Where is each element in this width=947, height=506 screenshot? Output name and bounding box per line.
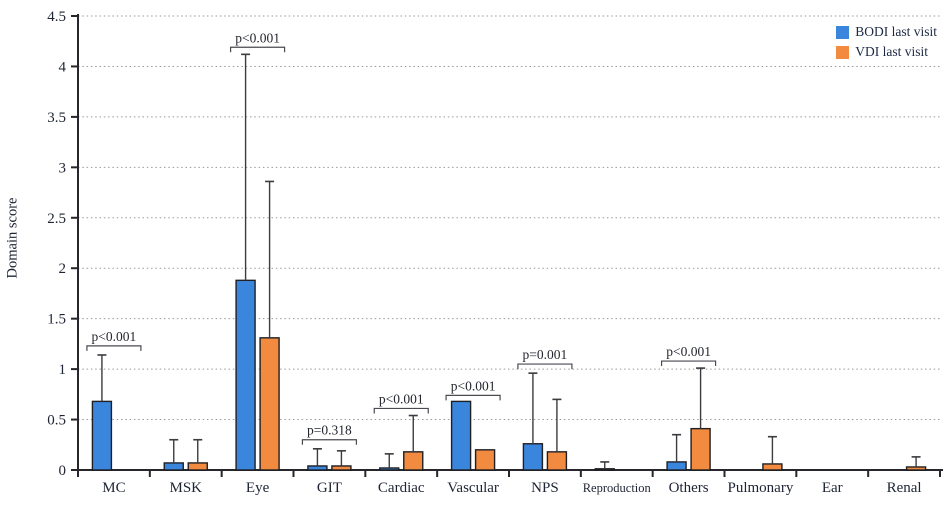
- bar-vdi-git: [331, 465, 352, 471]
- sig-bracket: [301, 439, 358, 445]
- legend: BODI last visit VDI last visit: [836, 24, 937, 60]
- bar-vdi-others: [690, 427, 711, 471]
- sig-label: p<0.001: [451, 378, 496, 393]
- sig-bracket: [373, 407, 429, 414]
- y-tick-label: 4: [59, 59, 67, 75]
- category-label: Vascular: [447, 480, 499, 496]
- category-label: Others: [669, 480, 709, 496]
- category-label: Pulmonary: [727, 480, 793, 496]
- category-label: Reproduction: [583, 481, 652, 495]
- category-label: GIT: [317, 480, 342, 496]
- sig-bracket: [445, 394, 501, 401]
- bar-bodi-cardiac: [379, 467, 400, 471]
- sig-label: p<0.001: [379, 391, 424, 406]
- sig-label: p<0.001: [92, 329, 137, 344]
- sig-bracket: [517, 363, 573, 370]
- sig-label: p<0.001: [235, 30, 280, 45]
- bar-vdi-msk: [187, 462, 208, 471]
- bar-bodi-msk: [163, 462, 184, 471]
- category-label: MSK: [169, 480, 202, 496]
- bar-vdi-cardiac: [403, 451, 424, 471]
- sig-bracket: [660, 360, 717, 367]
- y-tick-label: 1.5: [47, 312, 66, 328]
- bar-vdi-eye: [259, 337, 280, 471]
- y-tick-label: 2: [59, 261, 67, 277]
- sig-label: p<0.001: [666, 344, 711, 359]
- bar-vdi-renal: [905, 466, 927, 471]
- category-label: NPS: [531, 480, 559, 496]
- legend-item-vdi: VDI last visit: [836, 44, 928, 60]
- legend-swatch-bodi-icon: [836, 25, 850, 39]
- bar-vdi-pulmonary: [762, 463, 783, 471]
- y-tick-label: 1: [59, 362, 67, 378]
- category-label: MC: [102, 480, 125, 496]
- sig-label: p=0.001: [523, 347, 568, 362]
- y-tick-label: 2.5: [47, 211, 66, 227]
- category-label: Cardiac: [378, 480, 425, 496]
- legend-item-bodi: BODI last visit: [836, 24, 937, 40]
- bar-bodi-others: [666, 461, 687, 471]
- legend-label-vdi: VDI last visit: [855, 44, 928, 59]
- sig-bracket: [229, 46, 286, 53]
- bar-bodi-vascular: [450, 400, 472, 471]
- category-label: Ear: [822, 480, 843, 496]
- y-tick-label: 0: [59, 463, 67, 479]
- bar-bodi-nps: [522, 443, 544, 471]
- sig-bracket: [86, 345, 142, 351]
- bar-vdi-nps: [546, 451, 568, 471]
- y-tick-label: 4.5: [47, 9, 66, 25]
- y-tick-label: 3: [59, 160, 67, 176]
- category-label: Eye: [246, 480, 270, 496]
- bar-vdi-vascular: [474, 449, 496, 471]
- sig-label: p=0.318: [307, 423, 352, 438]
- legend-swatch-vdi-icon: [836, 45, 850, 59]
- bar-bodi-mc: [91, 400, 113, 471]
- bar-bodi-eye: [235, 279, 256, 471]
- y-tick-label: 3.5: [47, 110, 66, 126]
- y-tick-label: 0.5: [47, 413, 66, 429]
- legend-label-bodi: BODI last visit: [855, 24, 937, 39]
- bar-bodi-git: [307, 465, 328, 471]
- category-label: Renal: [887, 480, 922, 496]
